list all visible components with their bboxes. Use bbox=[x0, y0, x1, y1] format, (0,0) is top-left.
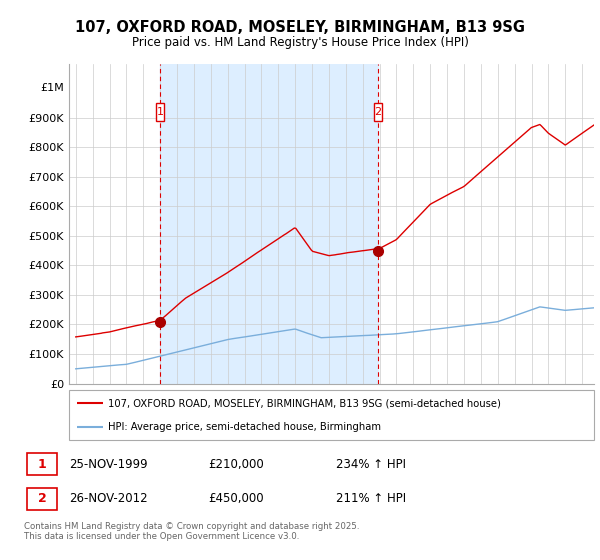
Text: 1: 1 bbox=[157, 107, 164, 116]
Text: 2: 2 bbox=[38, 492, 47, 505]
Text: 107, OXFORD ROAD, MOSELEY, BIRMINGHAM, B13 9SG: 107, OXFORD ROAD, MOSELEY, BIRMINGHAM, B… bbox=[75, 20, 525, 35]
Text: £210,000: £210,000 bbox=[208, 458, 264, 470]
FancyBboxPatch shape bbox=[27, 488, 58, 510]
Text: Price paid vs. HM Land Registry's House Price Index (HPI): Price paid vs. HM Land Registry's House … bbox=[131, 36, 469, 49]
Text: 234% ↑ HPI: 234% ↑ HPI bbox=[337, 458, 406, 470]
Bar bbox=[160, 64, 378, 384]
Text: 2: 2 bbox=[374, 107, 382, 116]
Text: £450,000: £450,000 bbox=[208, 492, 264, 505]
Text: Contains HM Land Registry data © Crown copyright and database right 2025.
This d: Contains HM Land Registry data © Crown c… bbox=[24, 522, 359, 542]
Text: 26-NOV-2012: 26-NOV-2012 bbox=[68, 492, 147, 505]
Text: 1: 1 bbox=[38, 458, 47, 470]
Text: 211% ↑ HPI: 211% ↑ HPI bbox=[337, 492, 407, 505]
Text: 25-NOV-1999: 25-NOV-1999 bbox=[68, 458, 147, 470]
FancyBboxPatch shape bbox=[374, 103, 382, 120]
Text: £1M: £1M bbox=[40, 83, 64, 93]
Text: HPI: Average price, semi-detached house, Birmingham: HPI: Average price, semi-detached house,… bbox=[109, 422, 382, 432]
FancyBboxPatch shape bbox=[27, 453, 58, 475]
Text: 107, OXFORD ROAD, MOSELEY, BIRMINGHAM, B13 9SG (semi-detached house): 107, OXFORD ROAD, MOSELEY, BIRMINGHAM, B… bbox=[109, 398, 501, 408]
FancyBboxPatch shape bbox=[69, 390, 594, 440]
FancyBboxPatch shape bbox=[156, 103, 164, 120]
